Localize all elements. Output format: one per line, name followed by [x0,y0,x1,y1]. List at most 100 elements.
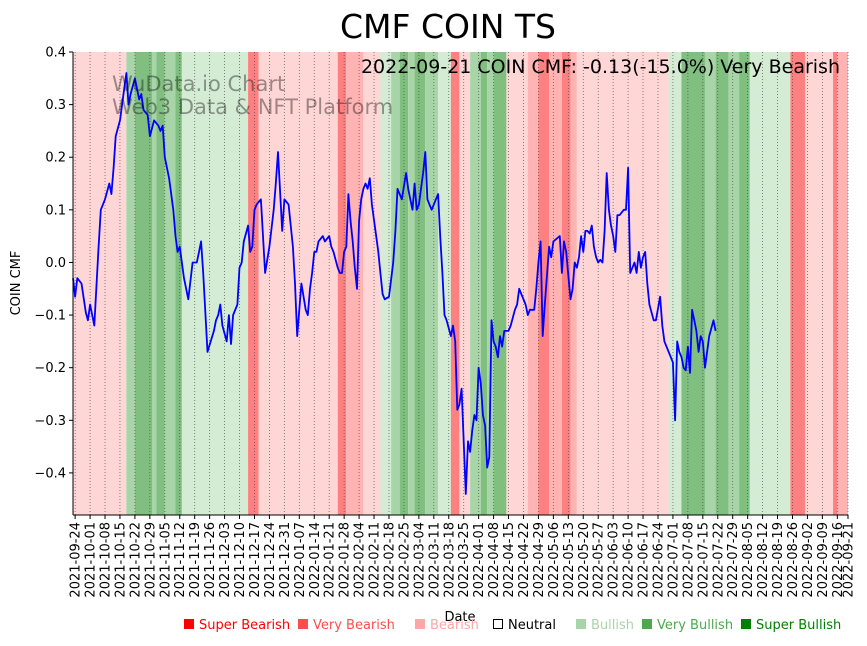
x-tick-label: 2022-04-01 [472,522,487,598]
regime-band [527,52,539,515]
x-tick-label: 2022-07-08 [681,522,696,598]
legend-swatch [184,619,194,629]
y-tick-label: 0.3 [45,98,66,113]
x-tick-label: 2021-10-29 [143,522,158,598]
regime-band [380,52,392,515]
regime-band [425,52,439,515]
x-tick-label: 2021-12-31 [278,522,293,598]
x-tick-label: 2022-08-19 [771,522,786,598]
regime-band [704,52,716,515]
x-tick-label: 2021-10-01 [84,522,99,598]
x-tick-label: 2022-02-18 [382,522,397,598]
regime-band [175,52,182,515]
axes [72,52,848,516]
x-tick-label: 2022-04-08 [487,522,502,598]
x-tick-label: 2021-11-12 [173,522,188,598]
legend: Super Bearish Very Bearish Bearish Neutral B… [184,618,841,633]
x-tick-label: 2021-12-24 [263,522,278,598]
x-tick-label: 2022-07-01 [666,522,681,598]
regime-band [538,52,550,515]
x-tick-label: 2022-06-03 [607,522,622,598]
legend-label: Super Bullish [756,618,841,633]
chart-subtitle: 2022-09-21 COIN CMF: -0.13(-15.0%) Very … [361,56,840,78]
regime-band [363,52,381,515]
x-tick-label: 2022-05-06 [547,522,562,598]
regime-band [549,52,562,515]
regime-bands [73,52,848,515]
x-tick-label: 2021-10-08 [99,522,114,598]
watermark-line-1: WuData.io Chart [112,72,285,96]
x-tick-label: 2022-09-16 [831,522,846,598]
regime-band [459,52,471,515]
regime-band [391,52,400,515]
cmf-line [72,72,717,495]
legend-swatch [298,619,308,629]
x-tick-label: 2022-04-29 [532,522,547,598]
x-tick-label: 2021-10-15 [113,522,128,598]
y-axis-label: COIN CMF [9,251,24,316]
x-tick-label: 2022-04-15 [502,522,517,598]
regime-band [480,52,488,515]
x-axis-label: Date [444,610,475,625]
x-tick-label: 2022-07-15 [696,522,711,598]
regime-band [258,52,338,515]
x-tick-label: 2021-10-22 [128,522,143,598]
x-tick-label: 2022-09-02 [801,522,816,598]
x-tick-label: 2022-01-21 [323,522,338,598]
regime-band [668,52,682,515]
x-tick-label: 2021-12-17 [248,522,263,598]
legend-label: Bearish [430,618,479,633]
x-tick-label: 2022-05-13 [562,522,577,598]
x-axis-ticks: 2021-09-24 2021-10-01 2021-10-08 2021-10-15… [69,515,857,598]
x-tick-label: 2022-05-27 [592,522,607,598]
regime-band [728,52,740,515]
x-tick-label: 2022-06-24 [651,522,666,598]
legend-swatch [576,619,586,629]
regime-band [337,52,347,515]
regime-band [790,52,806,515]
y-tick-label: −0.3 [34,414,66,429]
x-tick-label: 2022-09-21 [842,522,857,598]
x-tick-label: 2022-02-04 [353,522,368,598]
x-tick-label: 2022-03-11 [427,522,442,598]
chart-title: CMF COIN TS [340,7,556,46]
regime-band [805,52,834,515]
y-axis-ticks: 0.4 0.3 0.2 0.1 0.0 −0.1 −0.2 −0.3 −0.4 [34,46,73,481]
x-tick-label: 2022-05-20 [577,522,592,598]
legend-label: Neutral [508,618,556,633]
y-tick-label: 0.4 [45,46,66,61]
x-tick-label: 2022-09-09 [816,522,831,598]
legend-swatch [493,619,503,629]
watermark-line-2: Web3 Data & NFT Platform [112,95,393,119]
y-tick-label: 0.0 [45,256,66,271]
x-tick-label: 2022-01-28 [338,522,353,598]
regime-band [493,52,507,515]
x-tick-label: 2021-11-05 [158,522,173,598]
regime-band [164,52,176,515]
y-tick-label: −0.1 [34,309,66,324]
regime-band [833,52,838,515]
x-tick-label: 2022-01-07 [293,522,308,598]
x-tick-label: 2022-02-11 [368,522,383,598]
regime-band [561,52,571,515]
regime-band [715,52,729,515]
x-tick-label: 2022-06-10 [622,522,637,598]
regime-band [739,52,750,515]
x-tick-label: 2022-01-14 [308,522,323,598]
regime-band [470,52,481,515]
regime-band [151,52,157,515]
x-tick-label: 2022-03-04 [412,522,427,598]
x-tick-label: 2021-12-10 [233,522,248,598]
regime-band [414,52,426,515]
legend-label: Very Bullish [657,618,733,633]
x-tick-label: 2021-11-19 [188,522,203,598]
regime-band [346,52,364,515]
vertical-gridlines [74,52,849,515]
legend-label: Super Bearish [199,618,290,633]
x-tick-label: 2022-08-05 [741,522,756,598]
y-tick-label: −0.2 [34,361,66,376]
regime-band [487,52,494,515]
regime-band [506,52,528,515]
regime-band [408,52,415,515]
